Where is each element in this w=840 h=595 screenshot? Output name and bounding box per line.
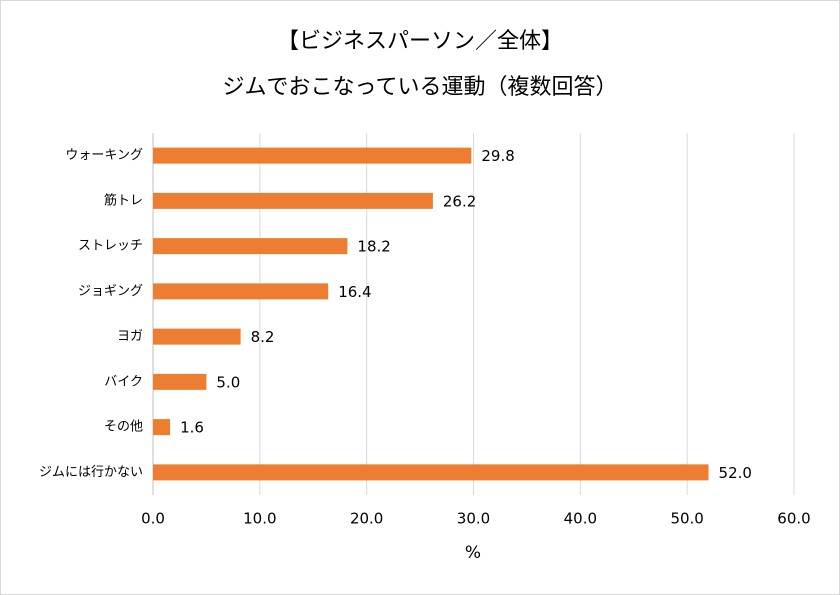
- x-tick-label: 10.0: [243, 510, 276, 528]
- chart-title: 【ビジネスパーソン／全体】: [277, 29, 563, 54]
- value-label: 26.2: [443, 192, 476, 210]
- value-label: 8.2: [251, 328, 275, 346]
- y-tick-label: ジョギング: [78, 284, 143, 299]
- bar: [153, 192, 433, 209]
- y-tick-label: ウォーキング: [65, 148, 143, 163]
- chart-subtitle: ジムでおこなっている運動（複数回答）: [223, 75, 618, 100]
- bar: [153, 464, 709, 481]
- bar: [153, 147, 472, 164]
- y-tick-label: ヨガ: [117, 329, 143, 344]
- x-tick-label: 30.0: [457, 510, 490, 528]
- value-label: 18.2: [357, 238, 390, 256]
- x-tick-label: 20.0: [350, 510, 383, 528]
- x-tick-label: 50.0: [670, 510, 703, 528]
- y-tick-label: バイク: [104, 374, 143, 389]
- y-tick-label: 筋トレ: [104, 192, 143, 208]
- x-axis-label: %: [465, 543, 481, 563]
- y-tick-label: ストレッチ: [78, 239, 143, 254]
- bar: [153, 238, 348, 255]
- y-tick-label: その他: [104, 420, 143, 435]
- x-tick-label: 60.0: [777, 510, 810, 528]
- y-tick-label: ジムには行かない: [39, 465, 143, 480]
- bar: [153, 373, 207, 390]
- bar: [153, 419, 171, 436]
- value-label: 52.0: [719, 464, 752, 482]
- value-label: 16.4: [338, 283, 371, 301]
- value-label: 29.8: [481, 147, 514, 165]
- bar: [153, 283, 329, 300]
- x-tick-label: 40.0: [564, 510, 597, 528]
- x-tick-label: 0.0: [141, 510, 165, 528]
- value-label: 1.6: [180, 419, 204, 437]
- bar: [153, 328, 241, 345]
- value-label: 5.0: [216, 373, 240, 391]
